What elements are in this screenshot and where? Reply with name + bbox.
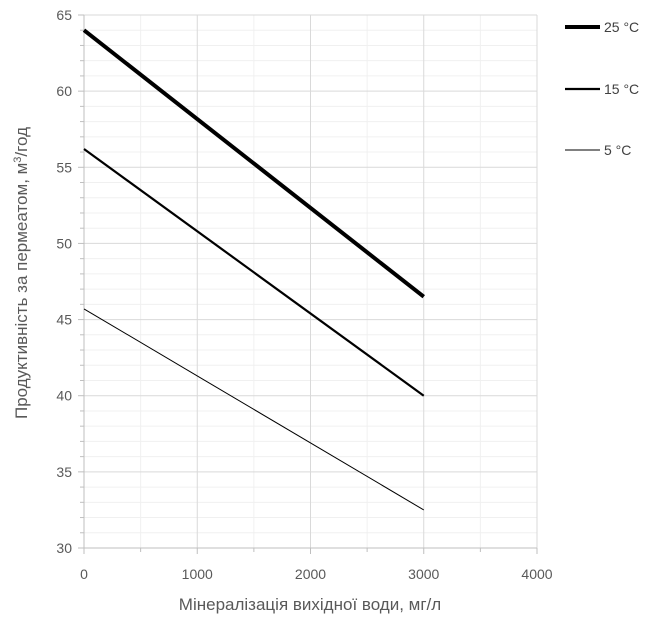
x-axis-title: Мінералізація вихідної води, мг/л — [179, 595, 441, 614]
y-axis-title-tail: /год — [12, 127, 31, 157]
y-tick-label: 30 — [56, 540, 72, 556]
y-tick-label: 40 — [56, 388, 72, 404]
series-line-1 — [82, 28, 425, 299]
legend: 25 °C 15 °C 5 °C — [565, 19, 639, 158]
y-axis-title-main: Продуктивність за пермеатом, м — [12, 163, 31, 419]
y-tick-label: 35 — [56, 464, 72, 480]
y-tick-label: 55 — [56, 159, 72, 175]
x-tick-labels: 0 1000 2000 3000 4000 — [80, 566, 553, 582]
axes — [78, 14, 538, 554]
y-axis-title: Продуктивність за пермеатом, м3/год — [12, 127, 31, 419]
y-tick-labels: 30 35 40 45 50 55 60 65 — [56, 7, 72, 556]
y-tick-label: 60 — [56, 83, 72, 99]
legend-label-1: 25 °C — [604, 19, 639, 35]
series-line-3 — [83, 308, 425, 511]
y-tick-label: 50 — [56, 235, 72, 251]
series-line-2 — [83, 148, 425, 397]
x-tick-label: 2000 — [295, 566, 326, 582]
x-tick-label: 0 — [80, 566, 88, 582]
series-lines — [82, 28, 425, 511]
legend-label-3: 5 °C — [604, 142, 631, 158]
major-gridlines — [83, 14, 538, 549]
y-axis-title-superscript: 3 — [12, 157, 24, 163]
y-tick-label: 65 — [56, 7, 72, 23]
x-tick-label: 3000 — [408, 566, 439, 582]
y-tick-label: 45 — [56, 312, 72, 328]
x-tick-label: 4000 — [521, 566, 552, 582]
x-tick-label: 1000 — [182, 566, 213, 582]
legend-label-2: 15 °C — [604, 81, 639, 97]
